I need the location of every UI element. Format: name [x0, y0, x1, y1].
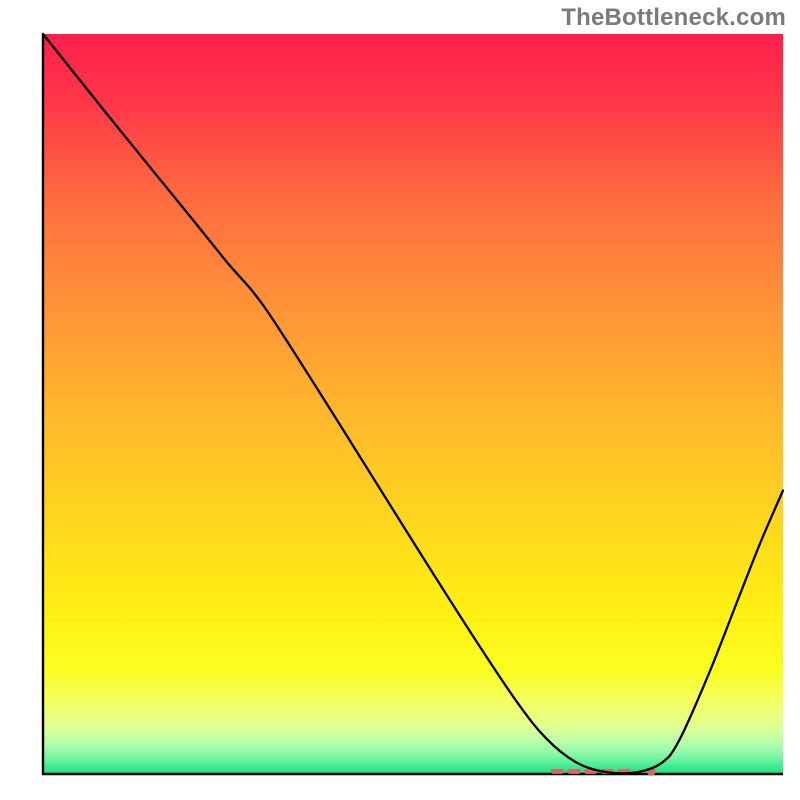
chart-container: { "meta": { "watermark_text": "TheBottle…	[0, 0, 800, 800]
optimal-marker-dash	[551, 769, 565, 774]
bottleneck-chart	[0, 0, 800, 800]
optimal-marker-dash	[567, 769, 581, 774]
watermark-text: TheBottleneck.com	[561, 4, 786, 32]
gradient-bg	[43, 34, 783, 774]
